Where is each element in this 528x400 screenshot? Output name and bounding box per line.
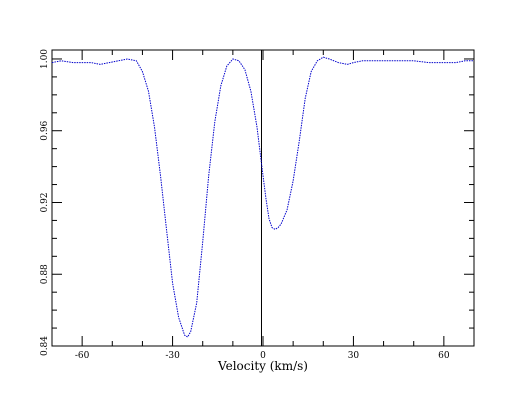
x-tick-label: -30: [165, 351, 180, 361]
y-tick-label: 0.96: [40, 120, 50, 140]
x-tick-label: 30: [348, 351, 360, 361]
x-tick-label: -60: [75, 351, 90, 361]
y-tick-label: 0.84: [40, 336, 50, 356]
y-tick-label: 0.92: [40, 192, 50, 212]
x-axis-label: Velocity (km/s): [217, 359, 308, 373]
y-tick-label: 0.88: [40, 264, 50, 284]
tick-labels: -60 -30 0 30 60 0.84 0.88 0.92 0.96 1.00: [40, 49, 450, 361]
y-tick-label: 1.00: [40, 49, 50, 69]
x-tick-label: 60: [438, 351, 450, 361]
plot-frame: [51, 49, 475, 347]
series-layer: [51, 56, 474, 338]
x-tick-label: 0: [260, 351, 266, 361]
spectrum-line: [51, 56, 474, 338]
ticks: [51, 50, 475, 347]
